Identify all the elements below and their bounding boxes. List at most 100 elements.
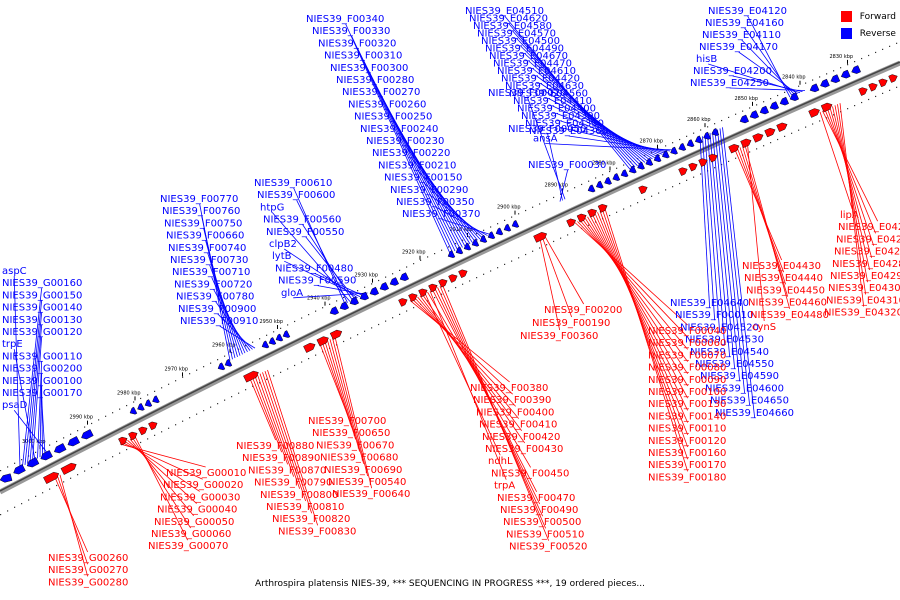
kbp-tick-label: 2960 kbp — [212, 343, 236, 349]
reverse-gene-arrow-shape — [645, 158, 654, 166]
forward-gene-arrow — [868, 83, 878, 92]
lower-track-dot — [791, 132, 793, 134]
forward-gene-arrow-shape — [576, 213, 587, 223]
upper-track-dot — [728, 116, 730, 119]
lower-track-dot — [651, 195, 653, 197]
upper-track-dot — [84, 426, 86, 428]
forward-gene-label: NIES39_F00700 — [308, 416, 386, 427]
reverse-gene-arrow — [759, 105, 769, 115]
reverse-gene-label: NIES39_F00710 — [172, 267, 250, 278]
kbp-tick-label: 2930 kbp — [355, 273, 379, 279]
gene-connector — [542, 237, 573, 318]
lower-track-dot — [630, 205, 632, 207]
lower-track-dot — [364, 330, 366, 332]
forward-gene-label: ndhL — [488, 456, 513, 467]
gene-connector — [271, 212, 351, 302]
reverse-gene-label: NIES39_F00050 — [508, 124, 586, 135]
map-caption: Arthrospira platensis NIES-39, *** SEQUE… — [254, 579, 646, 589]
gene-connector — [574, 222, 688, 326]
gene-connector — [709, 132, 731, 357]
lower-track-dot — [119, 452, 121, 454]
gene-connector — [217, 313, 253, 350]
forward-gene-label: NIES39_E04290 — [830, 271, 900, 282]
gene-connector — [822, 110, 879, 222]
upper-track-dot — [154, 390, 156, 392]
reverse-gene-label: NIES39_F00480 — [275, 263, 353, 274]
reverse-gene-label: NIES39_F00730 — [170, 255, 248, 266]
reverse-gene-arrow-shape — [670, 146, 678, 155]
reverse-gene-arrow-shape — [369, 286, 379, 296]
upper-track-dot — [819, 76, 821, 78]
forward-gene-arrow — [148, 421, 158, 431]
upper-track-dot — [539, 203, 541, 205]
lower-track-dot — [756, 148, 758, 150]
lower-track-dot — [812, 123, 814, 125]
gene-connector — [205, 240, 238, 357]
lower-track-dot — [616, 211, 618, 213]
reverse-gene-arrow-shape — [637, 161, 645, 170]
upper-track-dot — [364, 286, 366, 288]
lower-track-dot — [301, 361, 303, 363]
reverse-gene-arrow-shape — [686, 139, 695, 148]
upper-track-dot — [56, 440, 58, 443]
forward-gene-label: NIES39_E04440 — [744, 273, 823, 284]
kbp-tick-label: 2850 kbp — [735, 96, 759, 102]
reverse-gene-arrow-shape — [217, 362, 226, 371]
legend-reverse: Reverse — [840, 25, 896, 42]
forward-gene-arrow-shape — [728, 144, 740, 154]
reverse-gene-arrow — [840, 69, 851, 79]
reverse-gene-arrow — [261, 340, 270, 349]
lower-track-dot — [91, 466, 93, 469]
reverse-gene-arrow — [447, 250, 456, 258]
forward-gene-arrow-shape — [678, 167, 688, 176]
reverse-gene-arrow — [511, 220, 520, 228]
reverse-gene-arrow — [329, 306, 339, 315]
reverse-gene-arrow — [612, 173, 621, 181]
gene-connector — [579, 220, 688, 350]
upper-track-dot — [343, 296, 345, 299]
lower-track-dot — [644, 198, 646, 201]
gene-connector — [829, 107, 873, 258]
reverse-gene-label: NIES39_F00010 — [675, 310, 753, 321]
lower-track-dot — [441, 293, 443, 295]
reverse-gene-label: NIES39_E04610 — [497, 66, 576, 77]
lower-track-dot — [343, 340, 345, 343]
reverse-gene-label: gloA — [281, 288, 303, 299]
reverse-gene-label: NIES39_F00350 — [396, 197, 474, 208]
upper-track-dot — [455, 242, 457, 245]
upper-track-dot — [742, 110, 744, 112]
upper-track-dot — [322, 307, 324, 309]
reverse-gene-arrow — [349, 296, 359, 306]
forward-gene-label: NIES39_F00360 — [520, 331, 598, 342]
upper-track-dot — [336, 300, 338, 302]
forward-gene-arrow-shape — [408, 293, 418, 302]
upper-track-dot — [567, 190, 569, 192]
gene-connector — [13, 275, 21, 468]
gene-connector — [351, 36, 453, 253]
upper-track-dot — [203, 366, 205, 368]
forward-gene-arrow-shape — [820, 102, 833, 113]
upper-track-dot — [602, 174, 604, 176]
upper-track-dot — [714, 123, 716, 125]
reverse-gene-arrow — [359, 291, 369, 301]
upper-track-dot — [721, 119, 723, 122]
lower-track-dot — [28, 499, 30, 501]
reverse-gene-arrow — [275, 333, 284, 342]
reverse-gene-arrow — [495, 227, 504, 236]
forward-gene-arrow-shape — [566, 218, 576, 228]
upper-track-dot — [266, 334, 268, 336]
forward-gene-arrow — [740, 138, 752, 148]
forward-gene-arrow — [438, 279, 448, 288]
lower-track-dot — [210, 406, 212, 408]
reverse-gene-label: aspC — [2, 266, 27, 277]
gene-connector — [589, 215, 689, 399]
upper-track-dot — [168, 383, 170, 385]
forward-gene-label: NIES39_F00830 — [278, 526, 356, 537]
gene-connector — [544, 236, 584, 305]
forward-gene-arrow — [448, 274, 458, 283]
gene-connector — [544, 90, 656, 159]
upper-track-dot — [483, 229, 485, 231]
reverse-gene-arrow — [670, 146, 678, 155]
upper-track-dot — [847, 64, 849, 66]
forward-gene-arrow — [458, 269, 468, 279]
